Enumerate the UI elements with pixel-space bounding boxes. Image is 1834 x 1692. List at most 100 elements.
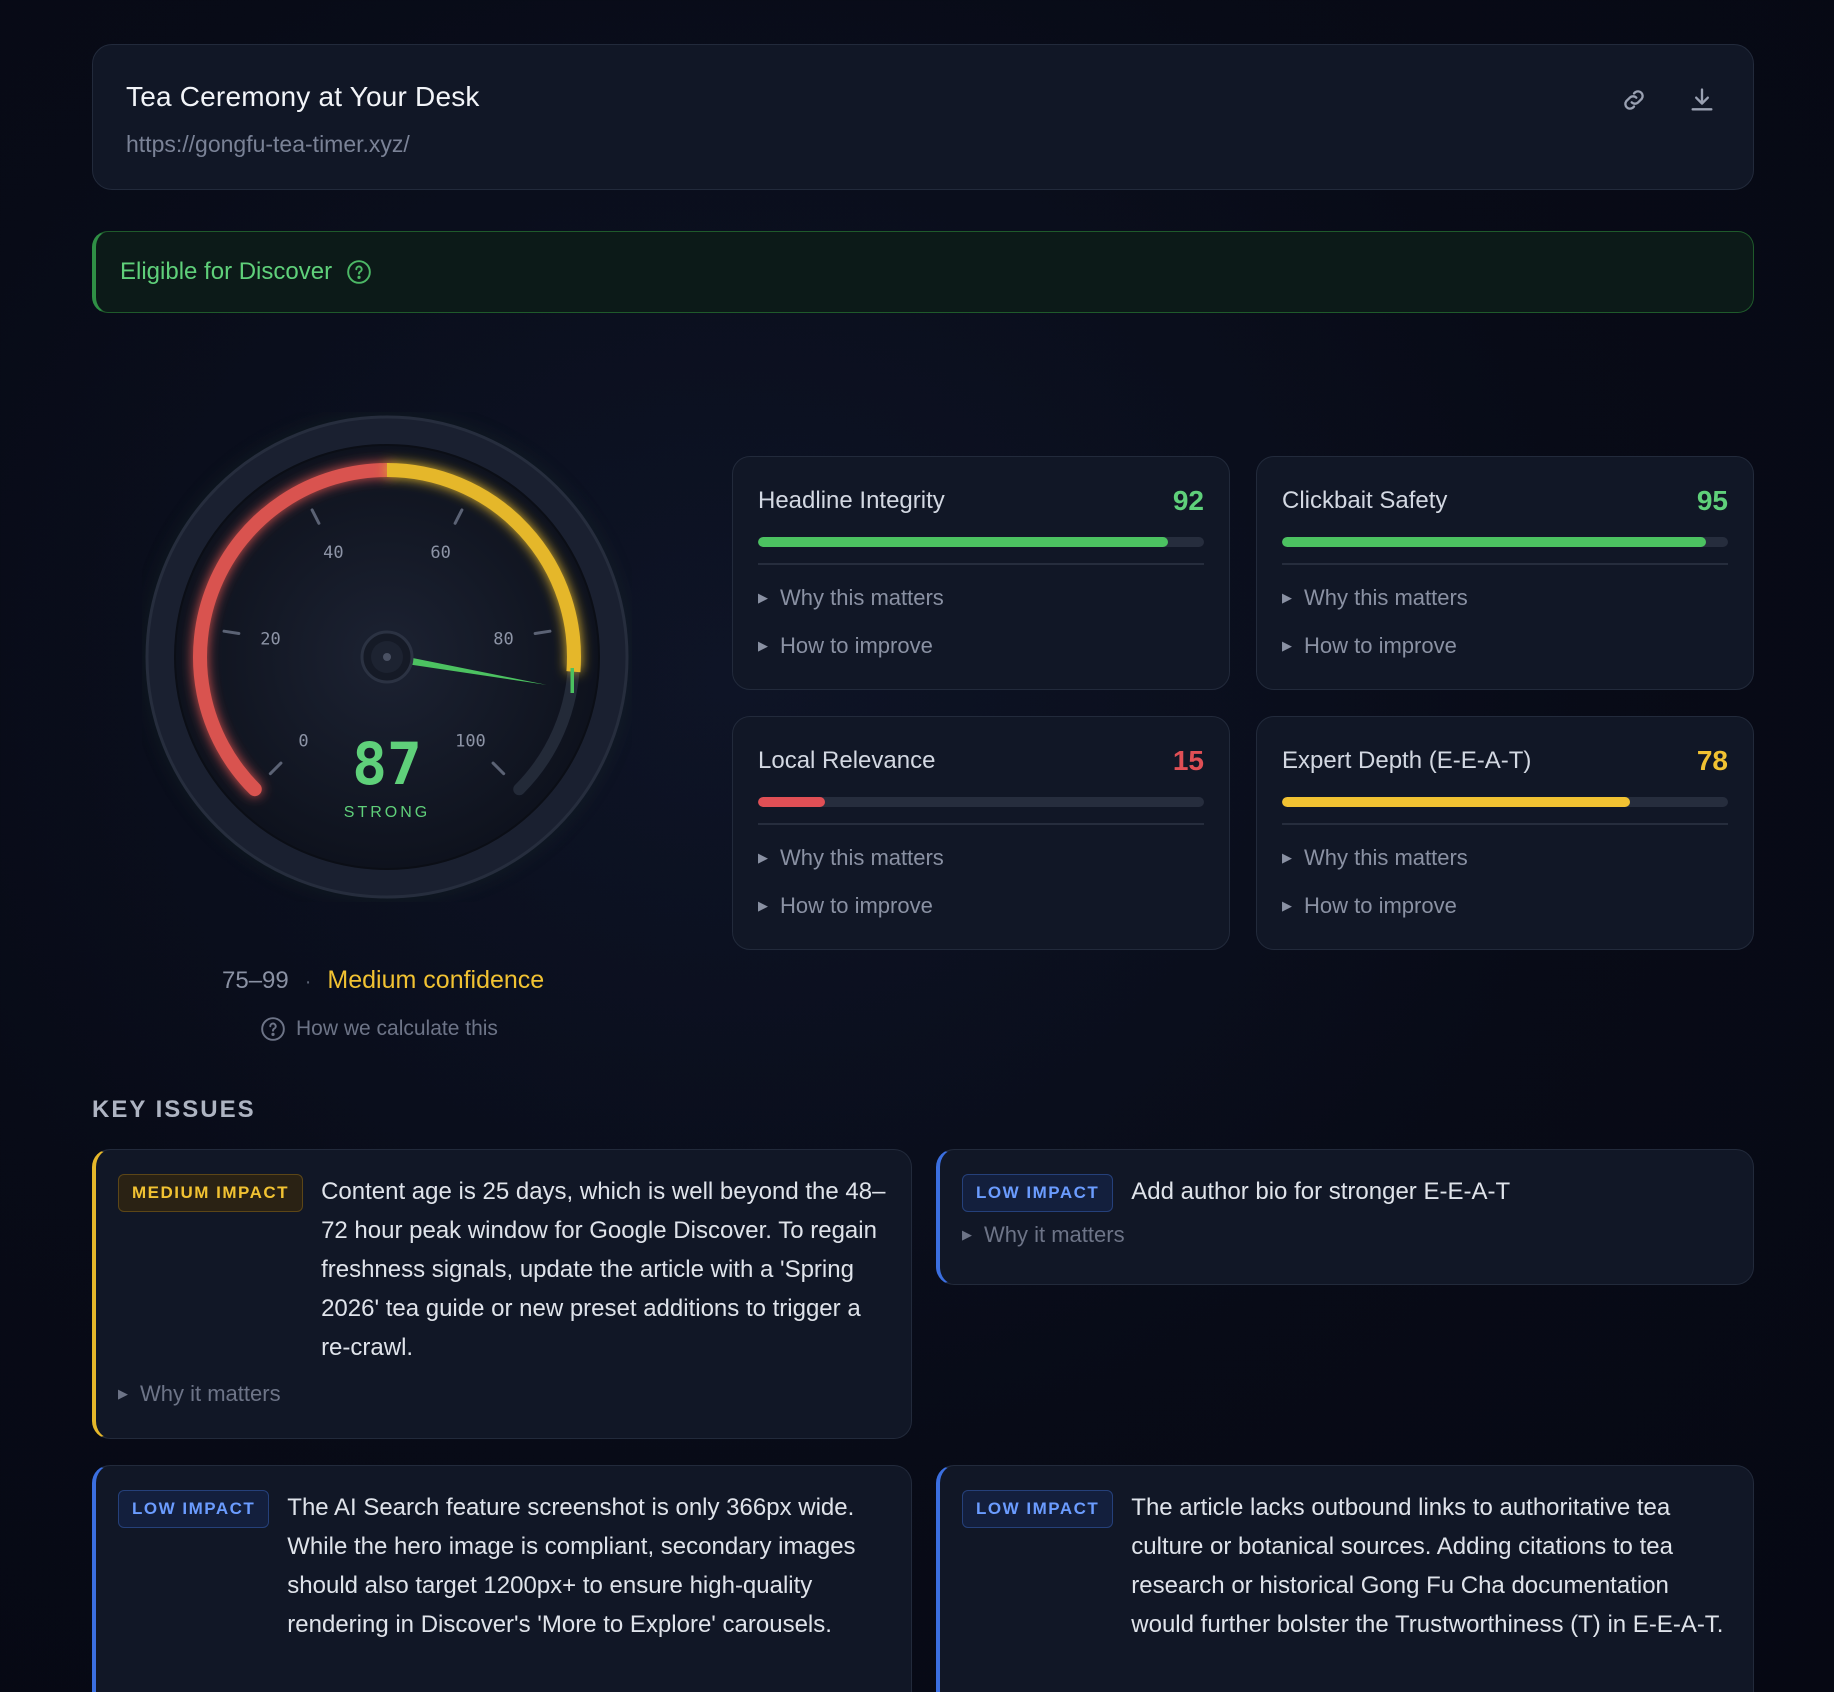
page-title: Tea Ceremony at Your Desk: [126, 81, 480, 112]
why-this-matters-toggle[interactable]: ▶ Why this matters: [758, 845, 1204, 871]
why-this-matters-toggle[interactable]: ▶ Why this matters: [1282, 845, 1728, 871]
issue-card: LOW IMPACT The AI Search feature screens…: [92, 1465, 912, 1692]
gauge-tick: [268, 761, 283, 776]
impact-badge: MEDIUM IMPACT: [118, 1174, 304, 1212]
divider: [1282, 563, 1728, 565]
why-this-matters-toggle[interactable]: ▶ Why this matters: [758, 585, 1204, 611]
gauge-segment-1: [386, 463, 581, 673]
copy-link-button[interactable]: [1619, 85, 1649, 115]
metric-progress-bar: [1282, 797, 1728, 807]
disclosure-label: Why this matters: [1304, 845, 1468, 870]
issue-text: Add author bio for stronger E-E-A-T: [1131, 1178, 1511, 1205]
disclosure-label: Why this matters: [780, 845, 944, 870]
gauge-tick-label: 60: [430, 543, 450, 563]
gauge-segment-2: [564, 664, 581, 697]
triangle-right-icon: ▶: [1282, 898, 1292, 913]
triangle-right-icon: ▶: [758, 898, 768, 913]
gauge-tick-label: 20: [260, 630, 280, 650]
why-it-matters-toggle[interactable]: ▶ Why it matters: [962, 1222, 1731, 1248]
confidence-line: 75–99 · Medium confidence: [222, 966, 544, 995]
download-button[interactable]: [1687, 85, 1717, 115]
gauge-tick-label: 100: [455, 731, 486, 751]
how-to-improve-toggle[interactable]: ▶ How to improve: [1282, 893, 1728, 919]
page-url: https://gongfu-tea-timer.xyz/: [126, 131, 410, 157]
metric-progress-bar: [758, 797, 1204, 807]
gauge-svg: 0 20 40 60 80 100: [145, 415, 629, 899]
issue-text: Content age is 25 days, which is well be…: [321, 1178, 886, 1361]
page-header-card: Tea Ceremony at Your Desk https://gongfu…: [92, 44, 1754, 190]
help-circle-icon[interactable]: [346, 259, 372, 285]
metric-name: Headline Integrity: [758, 487, 945, 514]
disclosure-label: Why it matters: [984, 1222, 1125, 1247]
impact-badge: LOW IMPACT: [118, 1490, 270, 1528]
gauge-tick: [491, 761, 506, 776]
gauge-score: 87: [352, 730, 422, 798]
disclosure-label: How to improve: [780, 633, 933, 658]
header-actions: [1619, 85, 1717, 115]
issue-card: LOW IMPACT Add author bio for stronger E…: [936, 1149, 1754, 1285]
metric-progress-fill: [758, 797, 825, 807]
metric-progress-bar: [758, 537, 1204, 547]
metric-score: 78: [1696, 745, 1728, 776]
discover-eligibility-banner: Eligible for Discover: [92, 231, 1754, 313]
report-page: Tea Ceremony at Your Desk https://gongfu…: [92, 44, 1754, 1692]
metric-name: Expert Depth (E-E-A-T): [1282, 747, 1532, 774]
how-to-improve-toggle[interactable]: ▶ How to improve: [1282, 633, 1728, 659]
metric-name: Local Relevance: [758, 747, 936, 774]
how-to-improve-toggle[interactable]: ▶ How to improve: [758, 633, 1204, 659]
how-to-improve-toggle[interactable]: ▶ How to improve: [758, 893, 1204, 919]
download-icon: [1691, 88, 1713, 111]
why-this-matters-toggle[interactable]: ▶ Why this matters: [1282, 585, 1728, 611]
metric-card-clickbait-safety: Clickbait Safety 95 ▶ Why this matters ▶ H…: [1256, 456, 1754, 690]
link-icon: [1624, 90, 1644, 110]
how-we-calculate-link[interactable]: How we calculate this: [260, 1016, 498, 1042]
disclosure-label: How to improve: [1304, 893, 1457, 918]
gauge-tick: [533, 629, 552, 636]
gauge-tick: [310, 508, 321, 525]
metric-name: Clickbait Safety: [1282, 487, 1448, 514]
eligibility-label: Eligible for Discover: [120, 258, 333, 285]
triangle-right-icon: ▶: [758, 850, 768, 865]
issue-card: LOW IMPACT The article lacks outbound li…: [936, 1465, 1754, 1692]
gauge-tick-label: 80: [493, 630, 513, 650]
disclosure-label: Why it matters: [140, 1381, 281, 1406]
disclosure-label: Why this matters: [780, 585, 944, 610]
metric-score: 95: [1696, 485, 1728, 516]
disclosure-label: How to improve: [1304, 633, 1457, 658]
score-gauge: 0 20 40 60 80 100 87 STRONG: [142, 412, 632, 902]
help-circle-icon: [261, 1017, 285, 1041]
impact-badge: LOW IMPACT: [962, 1174, 1114, 1212]
gauge-tick-label: 40: [323, 543, 343, 563]
gauge-rating: STRONG: [343, 804, 431, 821]
issue-card: MEDIUM IMPACT Content age is 25 days, wh…: [92, 1149, 912, 1439]
key-issues-heading: KEY ISSUES: [92, 1096, 256, 1123]
issue-text: The article lacks outbound links to auth…: [1131, 1494, 1724, 1638]
metrics-grid: Headline Integrity 92 ▶ Why this matters …: [732, 456, 1754, 950]
gauge-tick: [222, 629, 241, 636]
gauge-segment-0: [193, 463, 394, 797]
triangle-right-icon: ▶: [1282, 850, 1292, 865]
metric-score: 92: [1172, 485, 1204, 516]
how-we-calculate-text: How we calculate this: [296, 1017, 498, 1040]
gauge-needle: [386, 653, 547, 685]
metric-card-local-relevance: Local Relevance 15 ▶ Why this matters ▶ Ho…: [732, 716, 1230, 950]
triangle-right-icon: ▶: [758, 638, 768, 653]
issue-text: The AI Search feature screenshot is only…: [287, 1494, 856, 1638]
metric-progress-fill: [758, 537, 1169, 547]
triangle-right-icon: ▶: [1282, 638, 1292, 653]
metric-score: 15: [1172, 745, 1204, 776]
triangle-right-icon: ▶: [758, 590, 768, 605]
impact-badge: LOW IMPACT: [962, 1490, 1114, 1528]
why-it-matters-toggle[interactable]: ▶ Why it matters: [118, 1381, 889, 1407]
separator-dot: ·: [304, 971, 312, 993]
metric-progress-bar: [1282, 537, 1728, 547]
triangle-right-icon: ▶: [962, 1227, 972, 1242]
metric-card-expert-depth: Expert Depth (E-E-A-T) 78 ▶ Why this matt…: [1256, 716, 1754, 950]
confidence-label: Medium confidence: [327, 966, 545, 994]
divider: [1282, 823, 1728, 825]
metric-progress-fill: [1282, 797, 1630, 807]
gauge-tick-label: 0: [298, 731, 308, 751]
triangle-right-icon: ▶: [1282, 590, 1292, 605]
disclosure-label: How to improve: [780, 893, 933, 918]
score-range: 75–99: [222, 967, 289, 994]
